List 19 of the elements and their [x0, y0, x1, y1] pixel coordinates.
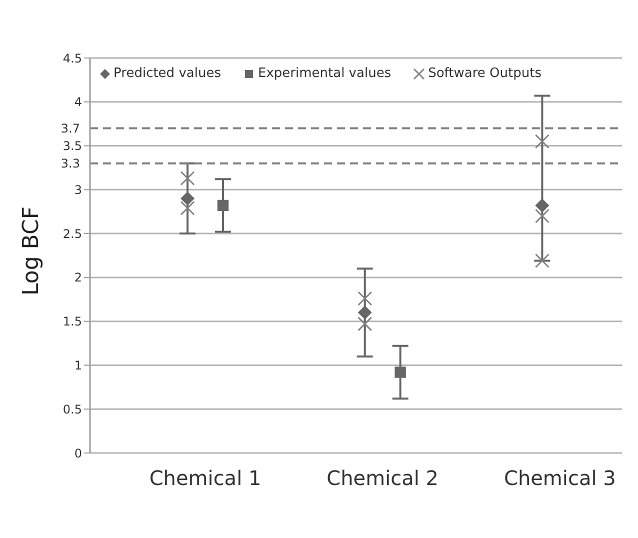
legend-label: Experimental values [258, 66, 392, 81]
x-tick-label: Chemical 2 [326, 466, 439, 490]
x-tick-label: Chemical 3 [504, 466, 616, 490]
ref-line-label: 3.7 [60, 121, 80, 136]
y-tick-label: 3 [74, 182, 82, 197]
legend-label: Predicted values [114, 66, 221, 81]
y-tick-label: 4 [74, 95, 82, 110]
x-tick-label: Chemical 1 [149, 466, 262, 490]
y-tick-label: 1 [74, 358, 82, 372]
y-tick-label: 4.5 [62, 51, 82, 66]
y-axis-title: Log BCF [18, 206, 44, 296]
y-tick-label: 0.5 [62, 402, 82, 416]
y-tick-label: 1.5 [62, 314, 82, 329]
ref-line-label: 3.3 [60, 156, 80, 171]
y-tick-label: 0 [74, 446, 82, 460]
y-tick-label: 2.5 [62, 226, 82, 241]
legend-label: Software Outputs [428, 66, 542, 81]
y-tick-label: 3.5 [62, 139, 82, 154]
y-tick-label: 2 [74, 270, 82, 285]
